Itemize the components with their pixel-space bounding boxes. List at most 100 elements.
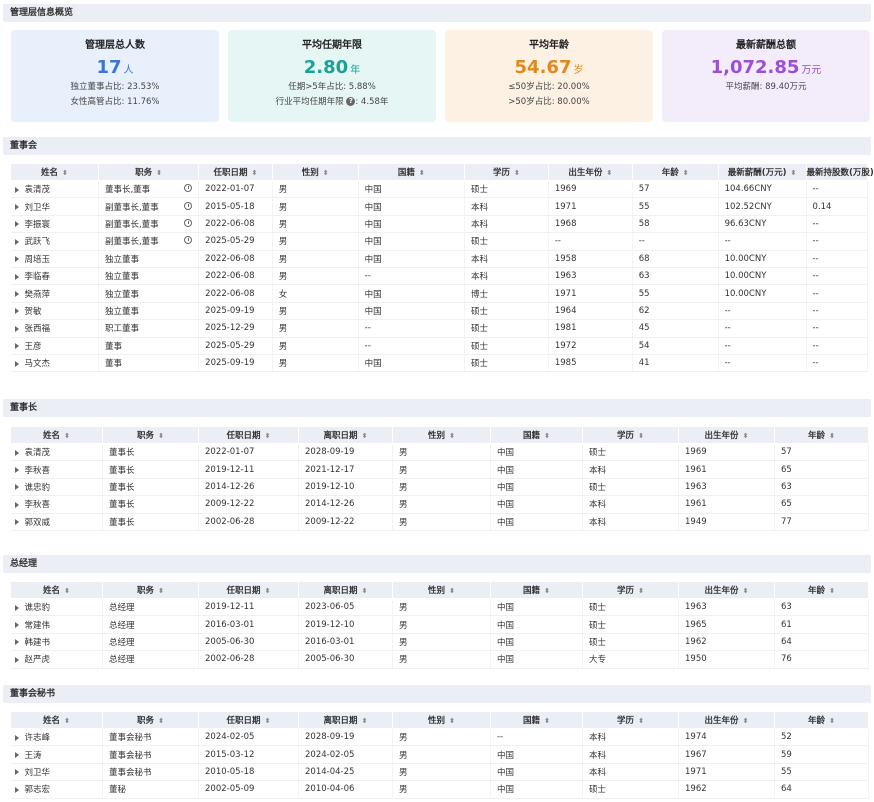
table-row[interactable]: 樊燕萍 独立董事 2022-06-08 女 中国 博士 1971 55 10.00CNY -- <box>10 284 869 303</box>
expand-caret-icon[interactable] <box>14 343 19 350</box>
sort-icon[interactable]: ⬍ <box>361 587 368 595</box>
column-header[interactable]: 出生年份 ⬍ <box>678 711 775 729</box>
sort-icon[interactable]: ⬍ <box>638 587 644 595</box>
sort-icon[interactable]: ⬍ <box>158 717 164 725</box>
expand-caret-icon[interactable] <box>14 622 19 629</box>
sort-icon[interactable]: ⬍ <box>418 169 425 177</box>
clock-icon[interactable] <box>184 201 193 210</box>
expand-caret-icon[interactable] <box>14 734 19 741</box>
table-row[interactable]: 袁清茂 董事长,董事 2022-01-07 男 中国 硕士 1969 57 104.66CNY -… <box>10 180 869 199</box>
sort-icon[interactable]: ⬍ <box>251 169 258 177</box>
table-row[interactable]: 周培玉 独立董事 2022-06-08 男 中国 本科 1958 68 10.00CNY -- <box>10 250 869 268</box>
column-header[interactable]: 性别 ⬍ <box>392 581 491 599</box>
expand-caret-icon[interactable] <box>14 256 19 263</box>
table-row[interactable]: 韩建书 总经理 2005-06-30 2016-03-01 男 中国 硕士 1962 64 <box>10 633 869 652</box>
column-header[interactable]: 年龄 ⬍ <box>631 163 719 181</box>
table-row[interactable]: 李秋喜 董事长 2009-12-22 2014-12-26 男 中国 本科 1961 65 <box>10 495 869 514</box>
sort-icon[interactable]: ⬍ <box>264 432 271 440</box>
column-header[interactable]: 离职日期 ⬍ <box>298 581 393 599</box>
column-header[interactable]: 出生年份 ⬍ <box>678 426 775 444</box>
sort-icon[interactable]: ⬍ <box>829 717 835 725</box>
sort-icon[interactable]: ⬍ <box>449 717 455 725</box>
column-header[interactable]: 职务 ⬍ <box>102 711 199 729</box>
sort-icon[interactable]: ⬍ <box>361 717 368 725</box>
column-header[interactable]: 出生年份 ⬍ <box>678 581 775 599</box>
column-header[interactable]: 离职日期 ⬍ <box>298 426 393 444</box>
sort-icon[interactable]: ⬍ <box>64 717 70 725</box>
table-row[interactable]: 王彦 董事 2025-05-29 男 -- 硕士 1972 54 -- -- <box>10 337 869 355</box>
column-header[interactable]: 职务 ⬍ <box>97 163 200 181</box>
sort-icon[interactable]: ⬍ <box>638 717 644 725</box>
sort-icon[interactable]: ⬍ <box>449 587 455 595</box>
column-header[interactable]: 离职日期 ⬍ <box>298 711 393 729</box>
expand-caret-icon[interactable] <box>14 186 19 193</box>
column-header[interactable]: 任职日期 ⬍ <box>198 426 299 444</box>
sort-icon[interactable]: ⬍ <box>742 587 749 595</box>
sort-icon[interactable]: ⬍ <box>361 432 368 440</box>
sort-icon[interactable]: ⬍ <box>449 432 455 440</box>
expand-caret-icon[interactable] <box>14 204 19 211</box>
expand-caret-icon[interactable] <box>14 639 19 646</box>
column-header[interactable]: 姓名 ⬍ <box>10 711 103 729</box>
table-row[interactable]: 许志峰 董事会秘书 2024-02-05 2028-09-19 男 -- 本科 1974 52 <box>10 728 869 747</box>
sort-icon[interactable]: ⬍ <box>64 432 70 440</box>
column-header[interactable]: 性别 ⬍ <box>392 711 491 729</box>
sort-icon[interactable]: ⬍ <box>606 169 613 177</box>
table-row[interactable]: 郭志宏 董秘 2002-05-09 2010-04-06 男 中国 硕士 1962 64 <box>10 780 869 799</box>
column-header[interactable]: 最新持股数(万股)⬍ <box>805 163 874 181</box>
table-row[interactable]: 武跃飞 副董事长,董事 2025-05-29 男 中国 硕士 -- -- -- -- <box>10 232 869 251</box>
table-row[interactable]: 谯忠豹 总经理 2019-12-11 2023-06-05 男 中国 硕士 1963 63 <box>10 598 869 617</box>
table-row[interactable]: 赵严虎 总经理 2002-06-28 2005-06-30 男 中国 大专 1950 76 <box>10 650 869 669</box>
column-header[interactable]: 年龄 ⬍ <box>774 426 869 444</box>
sort-icon[interactable]: ⬍ <box>829 587 835 595</box>
expand-caret-icon[interactable] <box>14 519 19 526</box>
sort-icon[interactable]: ⬍ <box>544 432 550 440</box>
expand-caret-icon[interactable] <box>14 360 19 367</box>
expand-caret-icon[interactable] <box>14 752 19 759</box>
sort-icon[interactable]: ⬍ <box>156 169 162 177</box>
table-row[interactable]: 郭双威 董事长 2002-06-28 2009-12-22 男 中国 本科 1949 77 <box>10 513 869 531</box>
sort-icon[interactable]: ⬍ <box>514 169 520 177</box>
table-row[interactable]: 王涛 董事会秘书 2015-03-12 2024-02-05 男 中国 本科 1967 59 <box>10 745 869 764</box>
sort-icon[interactable]: ⬍ <box>742 717 749 725</box>
column-header[interactable]: 性别 ⬍ <box>392 426 491 444</box>
table-row[interactable]: 李秋喜 董事长 2019-12-11 2021-12-17 男 中国 本科 1961 65 <box>10 460 869 479</box>
clock-icon[interactable] <box>184 184 193 193</box>
column-header[interactable]: 职务 ⬍ <box>102 426 199 444</box>
sort-icon[interactable]: ⬍ <box>158 587 164 595</box>
table-row[interactable]: 马文杰 董事 2025-09-19 男 中国 硕士 1985 41 -- -- <box>10 354 869 373</box>
column-header[interactable]: 任职日期 ⬍ <box>198 163 273 181</box>
table-row[interactable]: 张西福 职工董事 2025-12-29 男 -- 硕士 1981 45 -- -- <box>10 319 869 338</box>
column-header[interactable]: 学历 ⬍ <box>464 163 549 181</box>
column-header[interactable]: 任职日期 ⬍ <box>198 581 299 599</box>
column-header[interactable]: 年龄 ⬍ <box>774 711 869 729</box>
expand-caret-icon[interactable] <box>14 467 19 474</box>
table-row[interactable]: 谯忠豹 董事长 2014-12-26 2019-12-10 男 中国 硕士 1963 63 <box>10 478 869 497</box>
column-header[interactable]: 学历 ⬍ <box>582 426 679 444</box>
table-row[interactable]: 常建伟 总经理 2016-03-01 2019-12-10 男 中国 硕士 1965 61 <box>10 615 869 634</box>
sort-icon[interactable]: ⬍ <box>158 432 164 440</box>
column-header[interactable]: 国籍 ⬍ <box>357 163 466 181</box>
table-row[interactable]: 袁清茂 董事长 2022-01-07 2028-09-19 男 中国 硕士 1969 57 <box>10 443 869 462</box>
sort-icon[interactable]: ⬍ <box>742 432 749 440</box>
sort-icon[interactable]: ⬍ <box>64 587 70 595</box>
column-header[interactable]: 任职日期 ⬍ <box>198 711 299 729</box>
column-header[interactable]: 最新薪酬(万元) ⬍ <box>717 163 807 181</box>
column-header[interactable]: 姓名 ⬍ <box>10 581 103 599</box>
sort-icon[interactable]: ⬍ <box>682 169 689 177</box>
column-header[interactable]: 职务 ⬍ <box>102 581 199 599</box>
sort-icon[interactable]: ⬍ <box>264 587 271 595</box>
column-header[interactable]: 学历 ⬍ <box>582 581 679 599</box>
sort-icon[interactable]: ⬍ <box>264 717 271 725</box>
sort-icon[interactable]: ⬍ <box>544 587 550 595</box>
column-header[interactable]: 姓名 ⬍ <box>10 426 103 444</box>
sort-icon[interactable]: ⬍ <box>544 717 550 725</box>
expand-caret-icon[interactable] <box>14 449 19 456</box>
table-row[interactable]: 贺敏 独立董事 2025-09-19 男 中国 硕士 1964 62 -- -- <box>10 302 869 321</box>
expand-caret-icon[interactable] <box>14 656 19 663</box>
expand-caret-icon[interactable] <box>14 325 19 332</box>
sort-icon[interactable]: ⬍ <box>638 432 644 440</box>
expand-caret-icon[interactable] <box>14 786 19 793</box>
column-header[interactable]: 国籍 ⬍ <box>490 581 583 599</box>
sort-icon[interactable]: ⬍ <box>790 169 797 177</box>
